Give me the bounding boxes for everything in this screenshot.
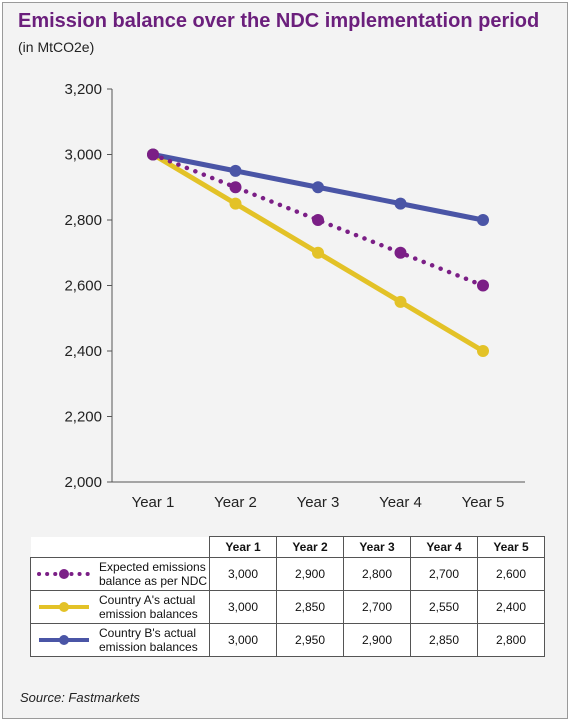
table-cell: 2,800 bbox=[477, 623, 545, 657]
table-header-year-3: Year 3 bbox=[343, 536, 411, 558]
data-point-expected bbox=[312, 214, 324, 226]
chart-title: Emission balance over the NDC implementa… bbox=[18, 10, 540, 32]
table-cell: 2,850 bbox=[276, 590, 344, 624]
data-point-country_a bbox=[229, 197, 242, 210]
chart-subtitle: (in MtCO2e) bbox=[18, 39, 95, 55]
x-tick-label: Year 2 bbox=[214, 494, 257, 511]
table-cell: 2,800 bbox=[343, 557, 411, 591]
x-tick-label: Year 5 bbox=[462, 494, 505, 511]
source-note: Source: Fastmarkets bbox=[20, 690, 140, 705]
data-point-country_a bbox=[394, 295, 407, 308]
table-row-expected: Expected emissions balance as per NDC 3,… bbox=[30, 557, 545, 591]
table-row-country-b: Country B's actual emission balances 3,0… bbox=[30, 623, 545, 657]
table-cell: 2,550 bbox=[410, 590, 478, 624]
data-point-expected bbox=[229, 181, 242, 194]
table-cell: 3,000 bbox=[209, 557, 277, 591]
data-point-country_b bbox=[477, 214, 489, 226]
legend-entry-country-a: Country A's actual emission balances bbox=[30, 590, 210, 624]
data-point-country_b bbox=[394, 197, 407, 210]
table-corner-cell bbox=[30, 536, 210, 558]
table-cell: 3,000 bbox=[209, 590, 277, 624]
legend-label-country-a: Country A's actual emission balances bbox=[99, 593, 198, 621]
table-cell: 2,600 bbox=[477, 557, 545, 591]
y-tick-label: 3,200 bbox=[64, 81, 102, 98]
data-table: Year 1 Year 2 Year 3 Year 4 Year 5 Expec… bbox=[30, 536, 545, 657]
legend-marker-country-a bbox=[39, 602, 89, 612]
y-tick-label: 2,600 bbox=[64, 278, 102, 295]
legend-entry-country-b: Country B's actual emission balances bbox=[30, 623, 210, 657]
table-cell: 2,900 bbox=[343, 623, 411, 657]
table-header-year-5: Year 5 bbox=[477, 536, 545, 558]
data-point-country_b bbox=[312, 181, 324, 194]
table-row-country-a: Country A's actual emission balances 3,0… bbox=[30, 590, 545, 624]
legend-label-expected: Expected emissions balance as per NDC bbox=[99, 560, 208, 588]
table-header-year-2: Year 2 bbox=[276, 536, 344, 558]
data-point-expected bbox=[394, 246, 407, 259]
x-tick-label: Year 3 bbox=[297, 494, 340, 511]
legend-marker-expected bbox=[37, 569, 91, 579]
table-cell: 2,850 bbox=[410, 623, 478, 657]
table-header-year-4: Year 4 bbox=[410, 536, 478, 558]
line-chart: 2,000 2,200 2,400 2,600 2,800 3,000 3,200 Year … bbox=[64, 81, 525, 511]
data-point-country_a bbox=[312, 246, 324, 259]
y-tick-label: 2,000 bbox=[64, 474, 102, 491]
y-tick-label: 2,400 bbox=[64, 343, 102, 360]
legend-label-country-b: Country B's actual emission balances bbox=[99, 626, 198, 654]
table-header-row: Year 1 Year 2 Year 3 Year 4 Year 5 bbox=[30, 536, 545, 558]
x-tick-label: Year 4 bbox=[379, 494, 422, 511]
y-tick-label: 2,200 bbox=[64, 409, 102, 426]
data-point-country_b bbox=[229, 164, 242, 177]
table-cell: 2,700 bbox=[343, 590, 411, 624]
legend-entry-expected: Expected emissions balance as per NDC bbox=[30, 557, 210, 591]
table-header-year-1: Year 1 bbox=[209, 536, 277, 558]
table-cell: 2,400 bbox=[477, 590, 545, 624]
x-tick-label: Year 1 bbox=[132, 494, 175, 511]
data-point-expected bbox=[477, 279, 489, 292]
y-tick-label: 3,000 bbox=[64, 147, 102, 164]
table-cell: 2,950 bbox=[276, 623, 344, 657]
data-point-country_a bbox=[477, 345, 489, 357]
table-cell: 3,000 bbox=[209, 623, 277, 657]
table-cell: 2,900 bbox=[276, 557, 344, 591]
legend-marker-country-b bbox=[39, 635, 89, 645]
y-tick-label: 2,800 bbox=[64, 212, 102, 229]
data-point-expected bbox=[147, 148, 159, 161]
table-cell: 2,700 bbox=[410, 557, 478, 591]
